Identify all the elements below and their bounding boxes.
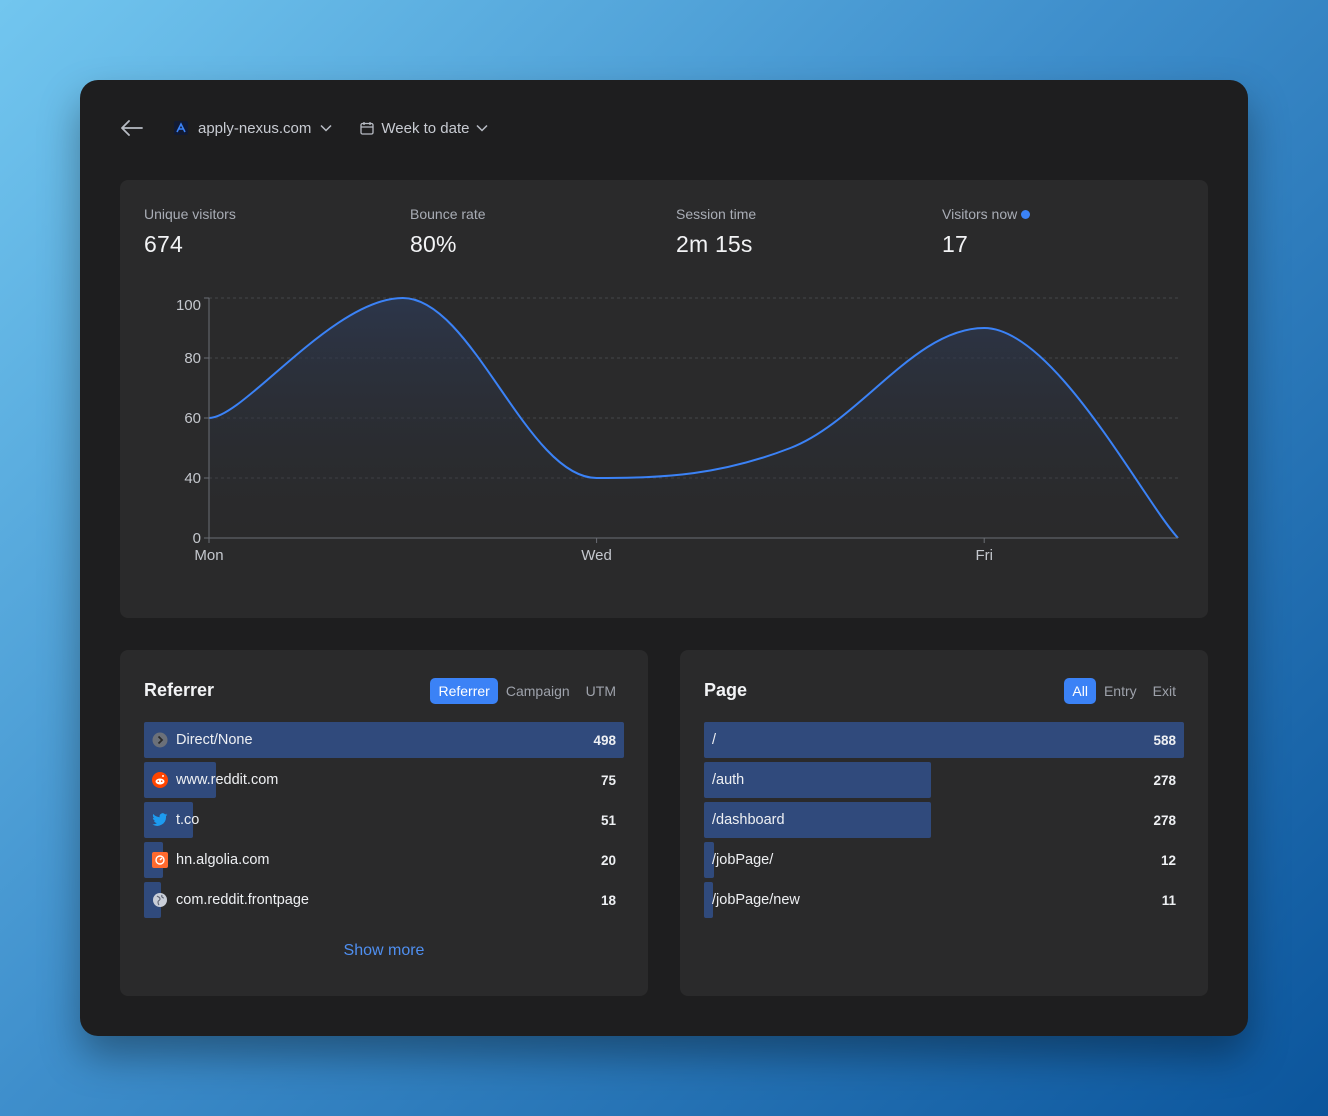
page-panel: Page All Entry Exit / 588 /auth 278 /das… (680, 650, 1208, 996)
stat-label: Session time (676, 206, 757, 222)
calendar-icon (360, 121, 375, 135)
chart-y-tick-label: 100 (176, 297, 201, 314)
row-count: 18 (600, 892, 616, 908)
row-label: /auth (712, 772, 745, 788)
tab-entry[interactable]: Entry (1103, 683, 1137, 699)
tab-utm[interactable]: UTM (585, 683, 616, 699)
row-bar (704, 882, 713, 918)
date-range-selector[interactable]: Week to date (360, 119, 488, 137)
list-item[interactable]: hn.algolia.com 20 (144, 842, 624, 878)
site-selector[interactable]: apply-nexus.com (174, 120, 332, 137)
row-count: 12 (1160, 852, 1176, 868)
row-label: t.co (176, 812, 200, 828)
stat-value: 80% (410, 231, 457, 257)
chart-y-tick-label: 60 (184, 410, 201, 427)
twitter-icon (152, 812, 168, 828)
row-label: com.reddit.frontpage (176, 892, 309, 908)
row-label: / (712, 732, 717, 748)
list-item[interactable]: /dashboard 278 (704, 802, 1184, 838)
row-bar (144, 722, 624, 758)
row-bar (704, 842, 714, 878)
row-bar (704, 802, 931, 838)
chart-y-tick-label: 0 (193, 530, 201, 547)
page-list: / 588 /auth 278 /dashboard 278 /jobPage/… (704, 722, 1184, 922)
row-bar (144, 882, 162, 918)
stat-value: 674 (144, 231, 183, 257)
row-count: 11 (1161, 892, 1176, 908)
top-bar: apply-nexus.com Week to date (120, 114, 488, 142)
list-item[interactable]: /jobPage/ 12 (704, 842, 1184, 878)
chart-area-fill (209, 298, 1178, 538)
site-favicon-icon (174, 121, 188, 135)
list-item[interactable]: /jobPage/new 11 (704, 882, 1184, 918)
row-count: 51 (600, 812, 616, 828)
tab-exit[interactable]: Exit (1152, 683, 1176, 699)
reddit-icon (152, 772, 168, 788)
panel-title: Referrer (144, 680, 215, 700)
chart-series-line (208, 296, 1179, 539)
row-label: hn.algolia.com (176, 852, 270, 868)
globe-icon (152, 892, 168, 908)
row-count: 75 (600, 772, 616, 788)
list-item[interactable]: www.reddit.com 75 (144, 762, 624, 798)
chart-y-tick-label: 80 (184, 350, 201, 367)
direct-icon (152, 732, 168, 748)
chart-y-tick-label: 40 (184, 470, 201, 487)
stat-label: Bounce rate (410, 206, 486, 222)
tab-campaign[interactable]: Campaign (505, 683, 570, 699)
page-tabs: All Entry Exit (1064, 678, 1184, 704)
chart-x-tick-label: Mon (194, 547, 223, 564)
row-bar (144, 802, 194, 838)
stat-session-time: Session time 2m 15s (676, 206, 756, 258)
list-item[interactable]: com.reddit.frontpage 18 (144, 882, 624, 918)
row-count: 278 (1153, 812, 1176, 828)
list-item[interactable]: / 588 (704, 722, 1184, 758)
algolia-icon (152, 852, 168, 868)
back-arrow-icon[interactable] (120, 116, 144, 140)
referrer-panel: Referrer Referrer Campaign UTM Direct/No… (120, 650, 648, 996)
row-label: /jobPage/ (712, 852, 774, 868)
row-label: /dashboard (712, 812, 785, 828)
stat-bounce-rate: Bounce rate 80% (410, 206, 486, 258)
row-bar (704, 762, 931, 798)
row-count: 278 (1153, 772, 1176, 788)
panel-title: Page (704, 680, 748, 700)
stat-label-row: Visitors now (942, 206, 1031, 222)
row-bar (704, 722, 1184, 758)
row-count: 588 (1153, 732, 1176, 748)
stat-unique-visitors: Unique visitors 674 (144, 206, 236, 258)
chart-x-tick-label: Fri (975, 547, 993, 564)
stat-label: Visitors now (942, 206, 1018, 222)
list-item[interactable]: /auth 278 (704, 762, 1184, 798)
chevron-down-icon (475, 124, 488, 132)
tab-all[interactable]: All (1064, 678, 1096, 704)
analytics-window: apply-nexus.com Week to date Unique visi… (80, 80, 1248, 1036)
live-indicator-dot (1021, 209, 1031, 219)
referrer-tabs: Referrer Campaign UTM (430, 678, 624, 704)
list-item[interactable]: Direct/None 498 (144, 722, 624, 758)
site-name: apply-nexus.com (198, 119, 312, 137)
row-label: /jobPage/new (712, 892, 800, 908)
stat-visitors-now: Visitors now 17 (942, 206, 1031, 258)
stats-card: Unique visitors 674 Bounce rate 80% Sess… (120, 180, 1208, 618)
stat-value: 17 (942, 231, 968, 257)
date-range-label: Week to date (381, 119, 470, 137)
referrer-list: Direct/None 498 www.reddit.com 75 t.co 5… (144, 722, 624, 922)
stat-label: Unique visitors (144, 206, 236, 222)
row-label: www.reddit.com (176, 772, 279, 788)
row-count: 498 (593, 732, 616, 748)
tab-referrer[interactable]: Referrer (430, 678, 498, 704)
row-label: Direct/None (176, 732, 253, 748)
chart-x-tick-label: Wed (581, 547, 612, 564)
row-count: 20 (600, 852, 616, 868)
list-item[interactable]: t.co 51 (144, 802, 624, 838)
show-more-link[interactable]: Show more (343, 942, 425, 959)
stat-value: 2m 15s (676, 231, 753, 257)
chevron-down-icon (320, 124, 332, 132)
